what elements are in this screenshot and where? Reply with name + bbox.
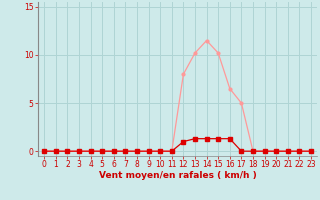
- X-axis label: Vent moyen/en rafales ( km/h ): Vent moyen/en rafales ( km/h ): [99, 171, 256, 180]
